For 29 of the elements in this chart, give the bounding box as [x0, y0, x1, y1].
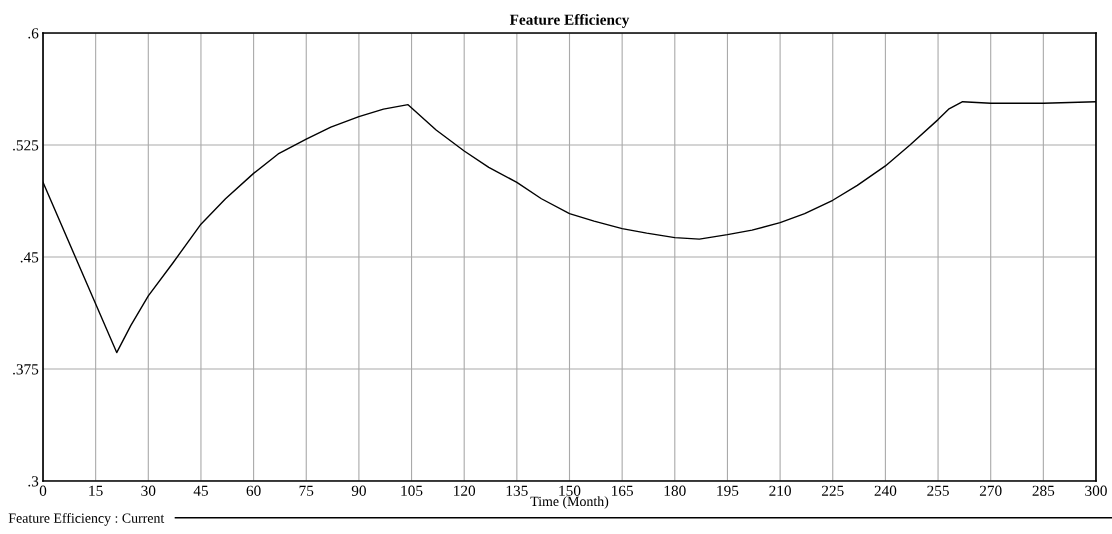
x-tick-label: 60 — [246, 485, 261, 496]
x-tick-label: 30 — [141, 485, 156, 496]
y-tick-label: .525 — [13, 140, 39, 151]
x-tick-label: 105 — [401, 485, 423, 496]
x-tick-label: 240 — [874, 485, 897, 496]
x-tick-label: 255 — [927, 485, 949, 496]
x-tick-label: 165 — [612, 485, 634, 496]
x-tick-label: 195 — [717, 485, 739, 496]
x-tick-label: 180 — [664, 485, 686, 496]
x-tick-label: 270 — [979, 485, 1002, 496]
x-tick-label: 120 — [454, 485, 476, 496]
y-tick-label: .45 — [20, 252, 39, 263]
x-tick-label: 15 — [89, 485, 103, 496]
y-tick-label: .6 — [28, 28, 39, 39]
y-tick-label: .375 — [13, 364, 39, 375]
x-tick-label: 45 — [193, 485, 208, 496]
x-tick-label: 210 — [769, 485, 791, 496]
chart-title: Feature Efficiency — [509, 13, 630, 28]
x-tick-label: 300 — [1085, 485, 1107, 496]
x-tick-label: 90 — [351, 485, 366, 496]
x-tick-label: 135 — [506, 485, 528, 496]
x-tick-label: 225 — [821, 485, 844, 496]
x-tick-label: 285 — [1032, 485, 1055, 496]
text: Feature Efficiency : Current — [8, 512, 165, 526]
x-tick-label: 75 — [299, 485, 314, 496]
x-tick-label: 0 — [39, 485, 47, 496]
y-tick-label: .3 — [28, 476, 39, 487]
x-tick-label: 150 — [559, 485, 581, 496]
x-axis-title: Time (Month) — [530, 496, 609, 509]
